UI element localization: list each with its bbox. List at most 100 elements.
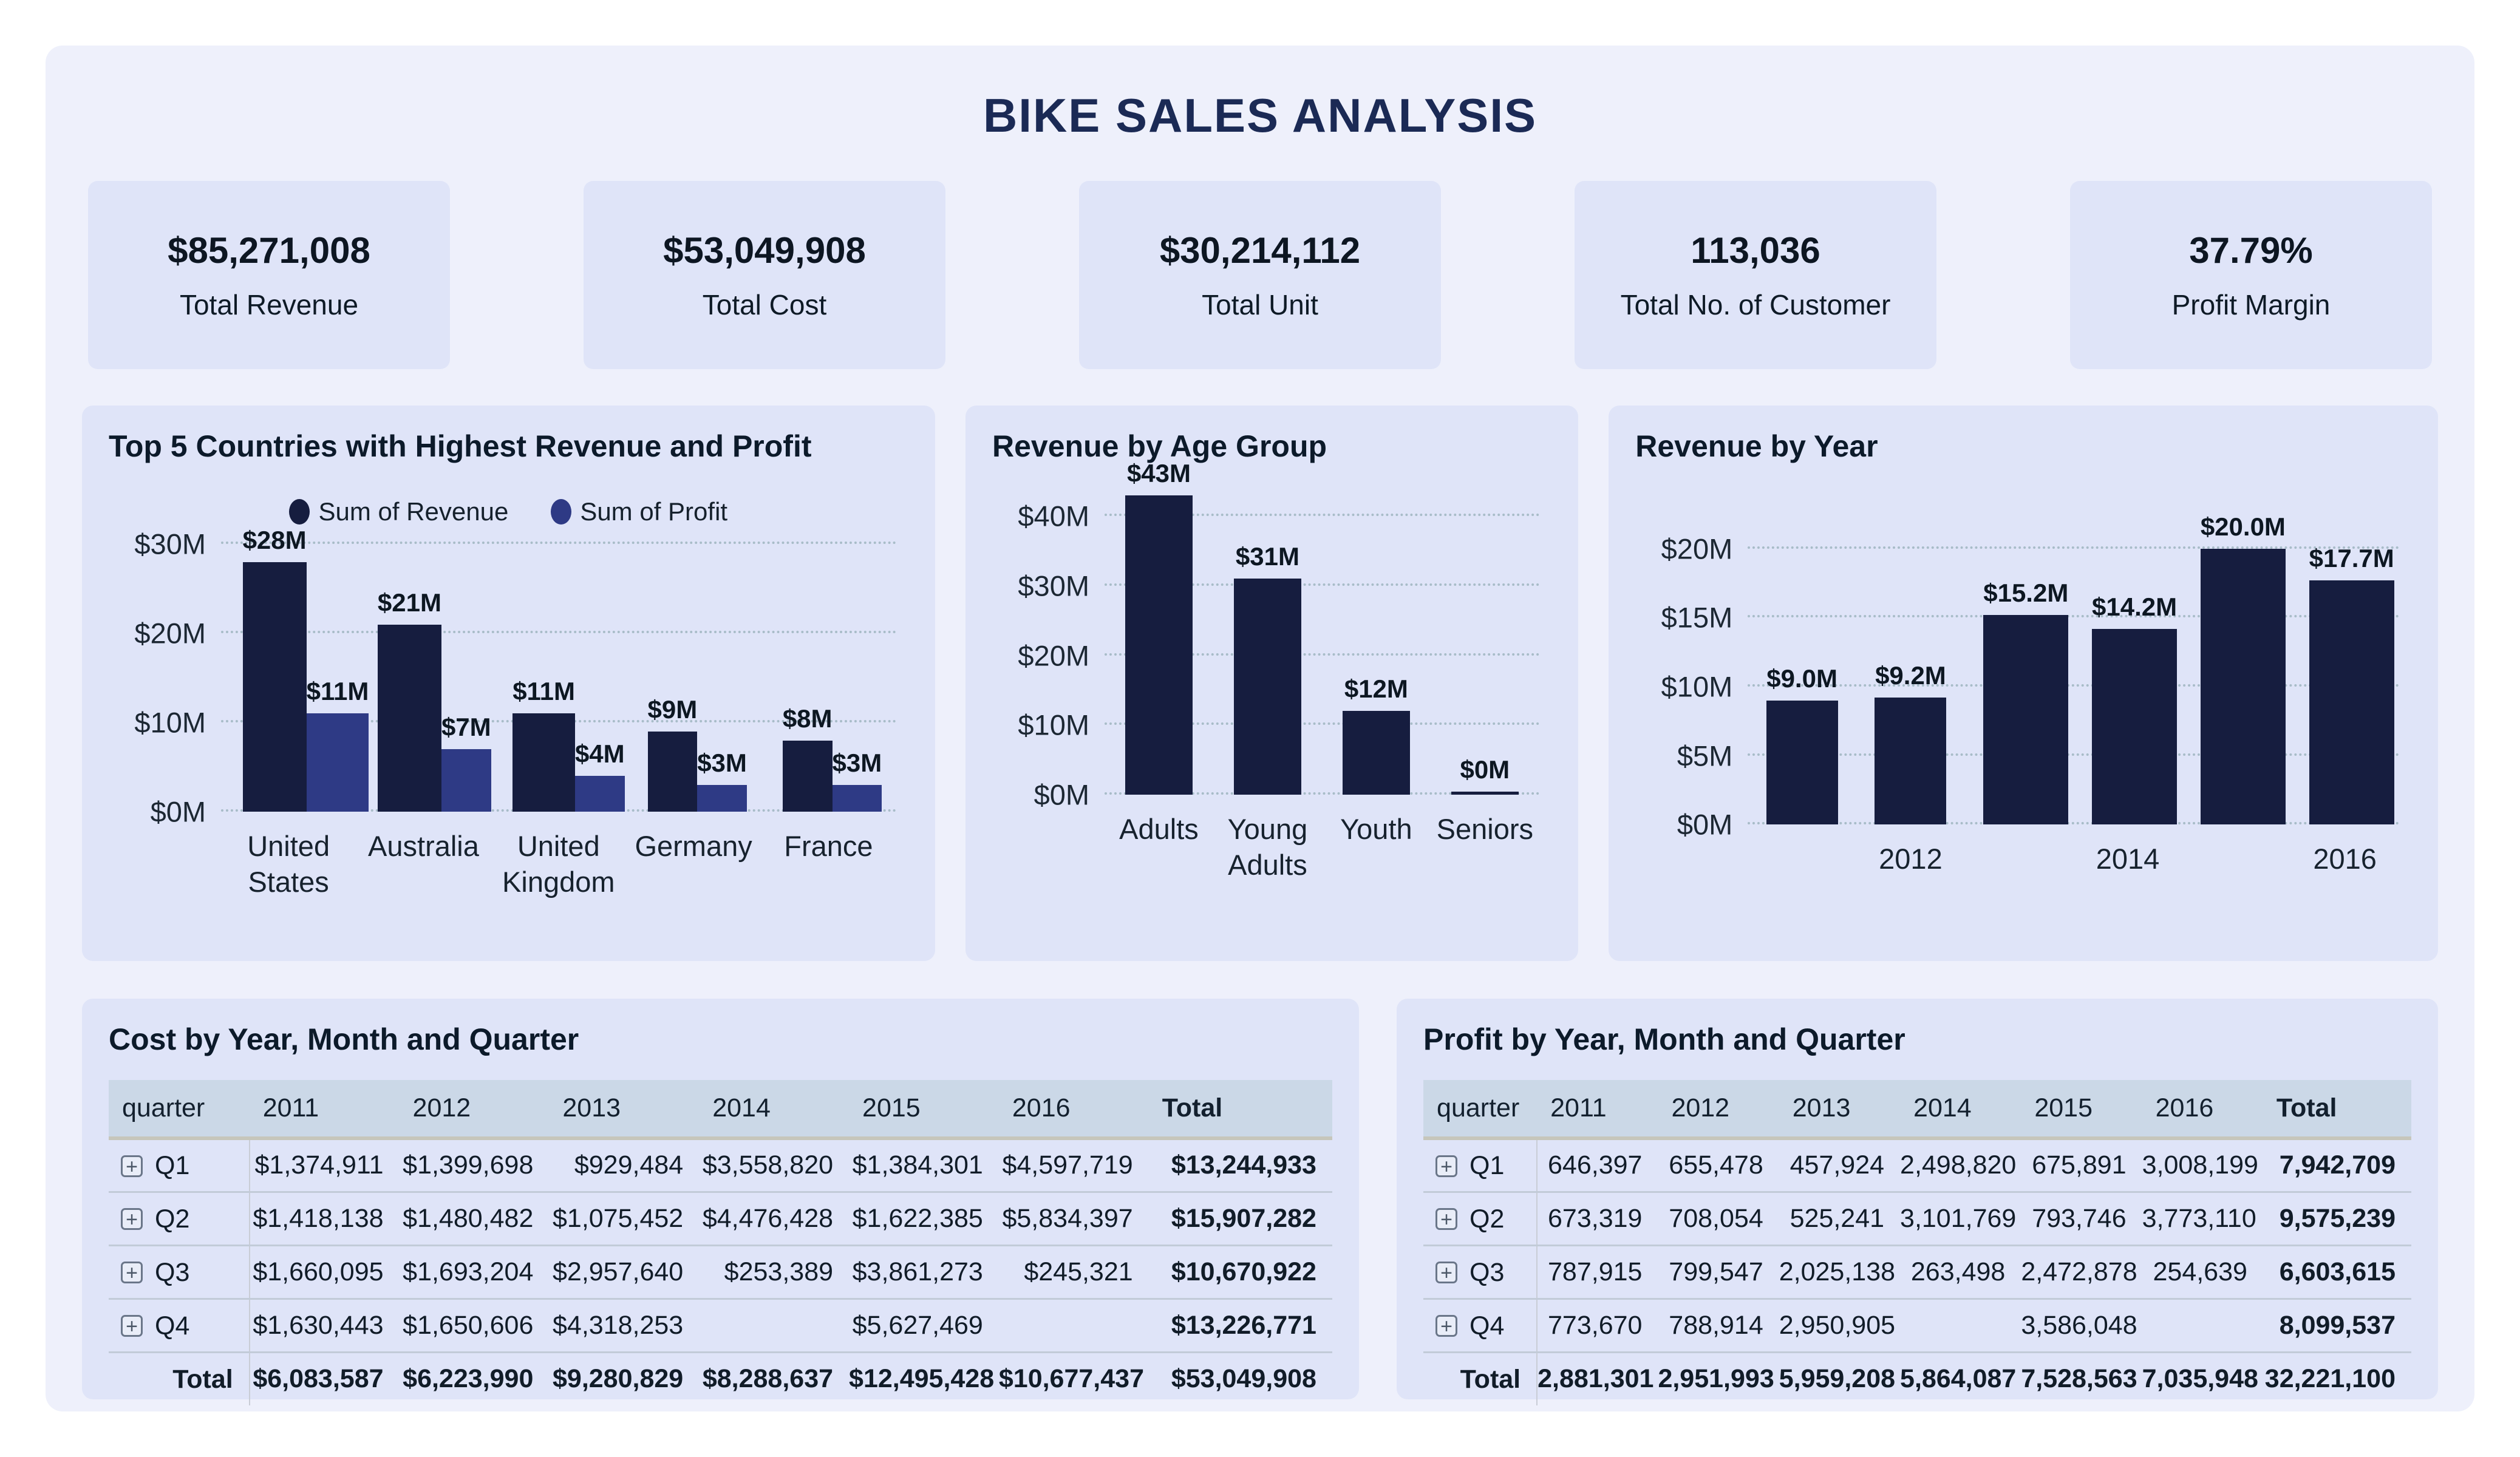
column-header-total[interactable]: Total bbox=[2263, 1080, 2411, 1138]
value-cell: $1,622,385 bbox=[852, 1203, 983, 1233]
revenue-bar-seniors[interactable] bbox=[1451, 792, 1519, 795]
chart-title: Revenue by Age Group bbox=[992, 429, 1327, 463]
y-axis-tick: $0M bbox=[1034, 778, 1089, 811]
column-header-2016[interactable]: 2016 bbox=[2142, 1080, 2263, 1138]
cost-table: quarter 2011 2012 2013 2014 2015 2016 Total + Q1 $… bbox=[109, 1080, 1332, 1405]
gridline: $15M bbox=[1661, 602, 2399, 634]
bar-data-label: $9M bbox=[647, 695, 698, 724]
sum-of-profit-bar-australia[interactable] bbox=[441, 749, 491, 812]
value-cell: $53,049,908 bbox=[1171, 1364, 1316, 1394]
quarter-cell: + Q1 bbox=[109, 1138, 250, 1192]
bar-data-label: $7M bbox=[441, 713, 491, 742]
bar-wrap: $31M bbox=[1233, 542, 1301, 795]
expand-icon[interactable]: + bbox=[121, 1208, 143, 1231]
sum-of-revenue-bar-germany[interactable] bbox=[647, 731, 698, 812]
expand-icon[interactable]: + bbox=[121, 1262, 143, 1284]
bar-data-label: $15.2M bbox=[1983, 578, 2069, 607]
kpi-card-total-unit: $30,214,112 Total Unit bbox=[1079, 181, 1441, 369]
bar-data-label: $9.2M bbox=[1875, 661, 1946, 690]
quarter-label: Total bbox=[1460, 1365, 1521, 1394]
x-axis-slot: 2016 bbox=[2290, 841, 2399, 877]
column-header-2012[interactable]: 2012 bbox=[399, 1080, 550, 1138]
kpi-row: $85,271,008 Total Revenue $53,049,908 To… bbox=[88, 181, 2432, 369]
revenue-bar-adults[interactable] bbox=[1125, 495, 1193, 795]
value-cell: $1,480,482 bbox=[403, 1203, 534, 1233]
x-axis-label: Seniors bbox=[1436, 813, 1534, 845]
column-header-2015[interactable]: 2015 bbox=[2021, 1080, 2142, 1138]
column-header-quarter[interactable]: quarter bbox=[109, 1080, 250, 1138]
sum-of-profit-bar-united-kingdom[interactable] bbox=[574, 776, 625, 812]
column-header-quarter[interactable]: quarter bbox=[1423, 1080, 1538, 1138]
value-cell: 708,054 bbox=[1669, 1203, 1763, 1233]
bar-pair: $0M bbox=[1451, 755, 1519, 795]
value-cell: 646,397 bbox=[1548, 1150, 1643, 1180]
kpi-card-total-revenue: $85,271,008 Total Revenue bbox=[88, 181, 450, 369]
expand-icon[interactable]: + bbox=[1435, 1262, 1458, 1284]
value-cell: 7,528,563 bbox=[2021, 1364, 2137, 1394]
sum-of-profit-bar-france[interactable] bbox=[832, 784, 882, 812]
quarter-cell: + Q3 bbox=[1423, 1245, 1538, 1299]
expand-icon[interactable]: + bbox=[121, 1315, 143, 1337]
column-header-total[interactable]: Total bbox=[1148, 1080, 1332, 1138]
table-profit-by-year: Profit by Year, Month and Quarter quarte… bbox=[1397, 999, 2438, 1405]
bar-pair: $31M bbox=[1233, 542, 1301, 795]
value-cell: 5,864,087 bbox=[1900, 1364, 2017, 1394]
column-header-2011[interactable]: 2011 bbox=[249, 1080, 400, 1138]
revenue-bar-young-adults[interactable] bbox=[1233, 579, 1301, 795]
value-cell: 254,639 bbox=[2153, 1257, 2247, 1286]
chart-x-axis: 2012 2014 2016 bbox=[1748, 841, 2399, 877]
sum-of-profit-bar-germany[interactable] bbox=[697, 784, 747, 812]
bar-pair: $20.0M bbox=[2200, 512, 2286, 825]
value-cell bbox=[1900, 1299, 2021, 1352]
bar-group-2015: $20.0M bbox=[2182, 512, 2290, 825]
revenue-bar-youth[interactable] bbox=[1342, 711, 1410, 795]
table-row-q2: + Q2 673,319 708,054 525,241 3,101,769 793,746… bbox=[1423, 1192, 2411, 1245]
value-cell: 655,478 bbox=[1669, 1150, 1763, 1180]
kpi-value: $53,049,908 bbox=[663, 229, 866, 271]
sum-of-profit-bar-united-states[interactable] bbox=[306, 713, 369, 812]
legend-item-sum-of-revenue[interactable]: Sum of Revenue bbox=[289, 497, 508, 526]
bar-wrap: $43M bbox=[1125, 459, 1193, 795]
chart-revenue-by-age: Revenue by Age Group $0M $10M $20M $30M $40M… bbox=[965, 406, 1578, 961]
revenue-bar-2013[interactable] bbox=[1983, 614, 2069, 825]
sum-of-revenue-bar-australia[interactable] bbox=[377, 624, 441, 812]
sum-of-revenue-bar-united-kingdom[interactable] bbox=[513, 713, 575, 812]
y-axis-tick: $0M bbox=[1677, 808, 1733, 841]
column-header-2013[interactable]: 2013 bbox=[549, 1080, 700, 1138]
sum-of-revenue-bar-france[interactable] bbox=[782, 740, 833, 812]
value-cell: 32,221,100 bbox=[2264, 1364, 2396, 1394]
x-axis-label: France bbox=[784, 830, 873, 862]
column-header-2014[interactable]: 2014 bbox=[699, 1080, 850, 1138]
quarter-label: Q4 bbox=[1469, 1311, 1505, 1340]
column-header-2014[interactable]: 2014 bbox=[1900, 1080, 2021, 1138]
gridline: $30M bbox=[1018, 569, 1539, 602]
revenue-bar-2016[interactable] bbox=[2309, 580, 2394, 825]
column-header-2015[interactable]: 2015 bbox=[849, 1080, 999, 1138]
expand-icon[interactable]: + bbox=[1435, 1315, 1458, 1337]
legend-item-sum-of-profit[interactable]: Sum of Profit bbox=[551, 497, 727, 526]
revenue-bar-2014[interactable] bbox=[2092, 628, 2178, 825]
kpi-value: $85,271,008 bbox=[168, 229, 370, 271]
column-header-2016[interactable]: 2016 bbox=[998, 1080, 1149, 1138]
column-header-2013[interactable]: 2013 bbox=[1779, 1080, 1901, 1138]
sum-of-revenue-bar-united-states[interactable] bbox=[242, 562, 307, 812]
expand-icon[interactable]: + bbox=[1435, 1208, 1458, 1231]
bar-wrap: $3M bbox=[697, 749, 747, 812]
value-cell: 7,942,709 bbox=[2279, 1150, 2396, 1180]
gridline: $20M bbox=[1018, 639, 1539, 671]
revenue-bar-2015[interactable] bbox=[2200, 548, 2286, 825]
quarter-label: Q2 bbox=[155, 1204, 190, 1234]
expand-icon[interactable]: + bbox=[121, 1155, 143, 1177]
column-header-2011[interactable]: 2011 bbox=[1537, 1080, 1658, 1138]
bar-pair: $17.7M bbox=[2309, 544, 2394, 825]
value-cell: 8,099,537 bbox=[2279, 1310, 2396, 1340]
bar-pair: $12M bbox=[1342, 674, 1410, 795]
column-header-2012[interactable]: 2012 bbox=[1658, 1080, 1779, 1138]
revenue-bar-2012[interactable] bbox=[1875, 698, 1947, 825]
table-row-total: Total $6,083,587 $6,223,990 $9,280,829 $8,28… bbox=[109, 1352, 1332, 1405]
expand-icon[interactable]: + bbox=[1435, 1155, 1458, 1177]
table-row-q1: + Q1 646,397 655,478 457,924 2,498,820 675,891… bbox=[1423, 1138, 2411, 1192]
revenue-bar-2011[interactable] bbox=[1766, 700, 1838, 825]
value-cell: 2,950,905 bbox=[1779, 1310, 1896, 1340]
value-cell: $10,677,437 bbox=[998, 1364, 1144, 1394]
